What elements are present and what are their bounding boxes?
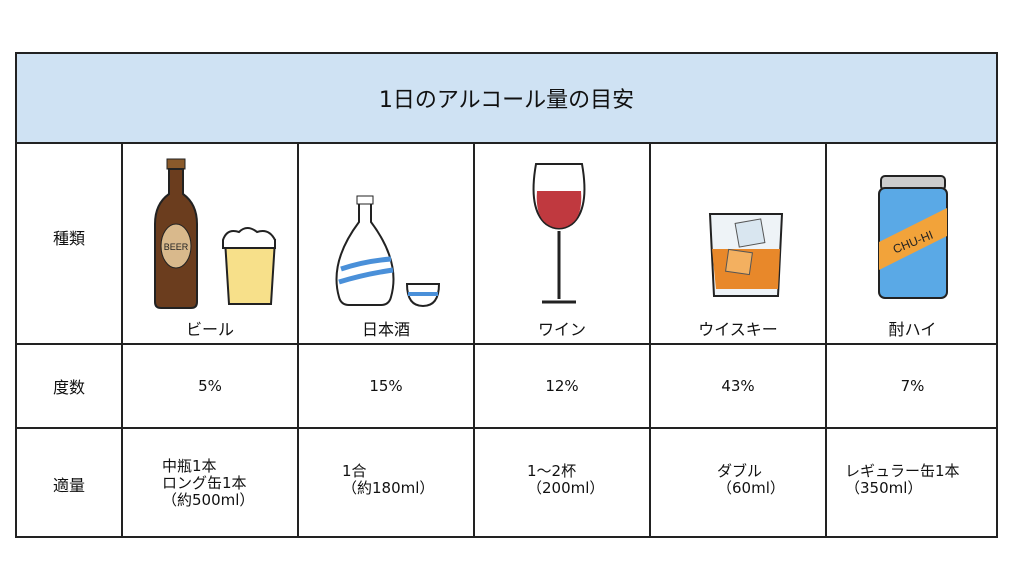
col-divider <box>649 144 651 536</box>
row-label-abv: 度数 <box>52 378 85 397</box>
amount-value: 中瓶1本 ロング缶1本 （約500ml） <box>162 457 255 509</box>
sake-flask-and-cup-icon <box>335 195 441 308</box>
col-divider <box>473 144 475 536</box>
drink-name: 酎ハイ <box>888 320 937 339</box>
abv-value: 5% <box>198 377 222 395</box>
beer-label: BEER <box>164 242 189 252</box>
abv-value: 43% <box>721 377 755 395</box>
table-title: 1日のアルコール量の目安 <box>17 54 996 144</box>
alcohol-guide-table: 1日のアルコール量の目安 種類 度数 適量 BEER ビール 日本酒 ワイン <box>15 52 998 538</box>
row-divider <box>17 343 996 345</box>
col-divider <box>825 144 827 536</box>
col-divider <box>297 144 299 536</box>
amount-value: ダブル （60ml） <box>717 461 785 497</box>
abv-value: 12% <box>545 377 579 395</box>
amount-value: 1～2杯 （200ml） <box>527 461 605 497</box>
beer-bottle-and-glass-icon: BEER <box>154 158 277 309</box>
abv-value: 7% <box>900 377 925 395</box>
amount-value: 1合 （約180ml） <box>342 461 435 497</box>
drink-name: ウイスキー <box>698 320 778 339</box>
chuhai-can-icon: CHU-HI <box>878 175 948 299</box>
amount-value: レギュラー缶1本 （350ml） <box>845 461 960 497</box>
wine-glass-icon <box>532 163 586 304</box>
row-label-amount: 適量 <box>52 475 85 495</box>
col-divider <box>121 144 123 536</box>
drink-name: ワイン <box>537 320 586 339</box>
drink-name: 日本酒 <box>361 320 410 339</box>
drink-name: ビール <box>185 320 234 339</box>
row-divider <box>17 427 996 429</box>
row-label-type: 種類 <box>52 228 85 248</box>
abv-value: 15% <box>369 377 403 395</box>
whisky-rock-glass-icon <box>708 213 784 297</box>
